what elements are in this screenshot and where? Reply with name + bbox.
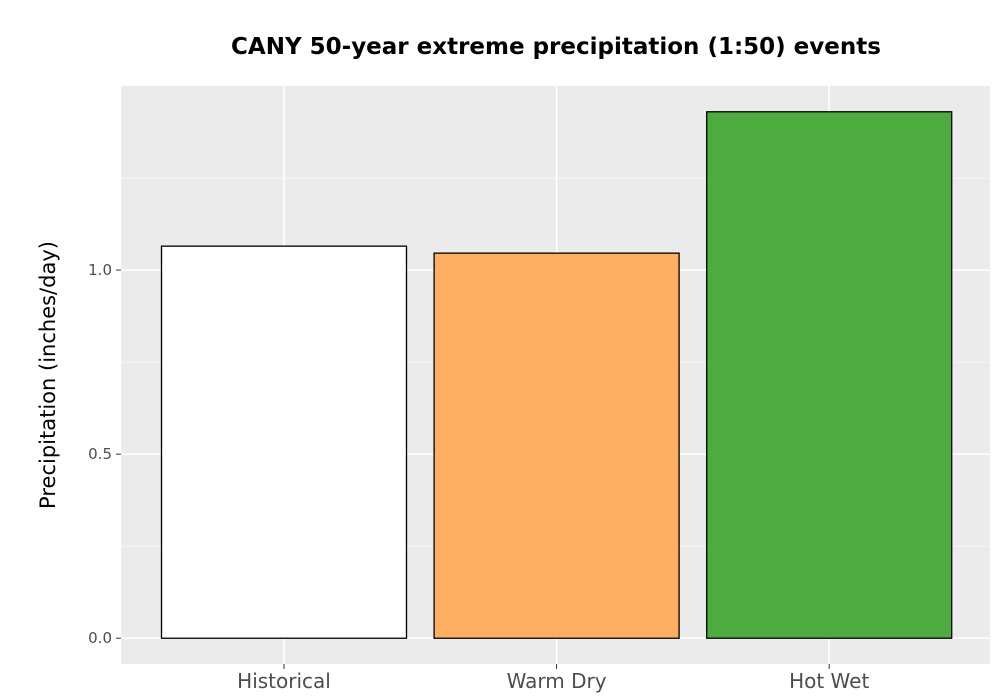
- y-tick-label: 0.5: [88, 445, 112, 463]
- y-axis-label: Precipitation (inches/day): [36, 241, 60, 509]
- chart-title: CANY 50-year extreme precipitation (1:50…: [231, 34, 881, 60]
- x-axis-ticks: Historical Warm Dry Hot Wet: [237, 664, 869, 693]
- y-tick-label: 0.0: [88, 629, 112, 647]
- y-tick-label: 1.0: [88, 261, 112, 279]
- bar-warm-dry: [433, 252, 680, 639]
- x-tick-label: Warm Dry: [507, 669, 607, 693]
- bars: [160, 111, 953, 639]
- x-tick-label: Historical: [237, 669, 331, 693]
- bar-hot-wet: [706, 111, 953, 639]
- x-tick-label: Hot Wet: [789, 669, 869, 693]
- bar-historical: [160, 245, 408, 639]
- y-axis-ticks: 0.0 0.5 1.0: [88, 261, 121, 647]
